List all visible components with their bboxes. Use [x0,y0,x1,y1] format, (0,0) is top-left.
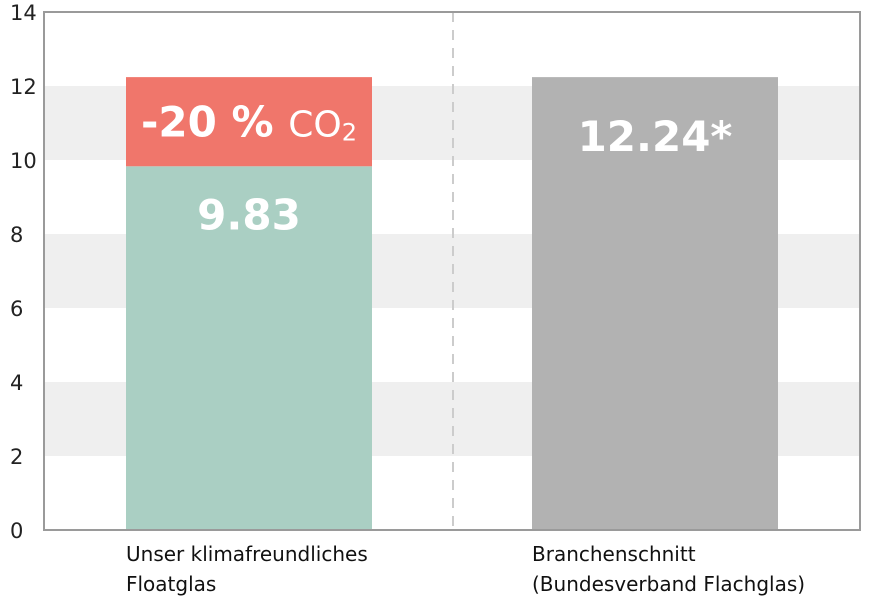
bar-segment [126,77,372,167]
x-category-label: (Bundesverband Flachglas) [532,572,805,596]
y-tick-label: 10 [10,149,37,173]
bar-value-label: 9.83 [197,190,301,239]
bars: 9.83 -20 % CO2 12.24* [126,77,778,531]
x-category-label: Floatglas [126,572,216,596]
y-tick-label: 4 [10,371,23,395]
bar-value-label: -20 % CO2 [141,98,357,147]
y-tick-label: 6 [10,297,23,321]
y-axis-ticks: 0 2 4 6 8 10 12 14 [10,1,37,543]
bar-value-label: 12.24* [578,112,733,161]
plot-frame [43,11,861,531]
x-category-label: Unser klimafreundliches [126,542,368,566]
y-tick-label: 14 [10,1,37,25]
y-tick-label: 2 [10,445,23,469]
y-tick-label: 0 [10,519,23,543]
bar-segment [532,77,778,531]
bar-segment [126,166,372,531]
x-category-label: Branchenschnitt [532,542,696,566]
y-tick-label: 8 [10,223,23,247]
x-axis-categories: Unser klimafreundliches Floatglas Branchen… [126,542,805,596]
y-tick-label: 12 [10,75,37,99]
